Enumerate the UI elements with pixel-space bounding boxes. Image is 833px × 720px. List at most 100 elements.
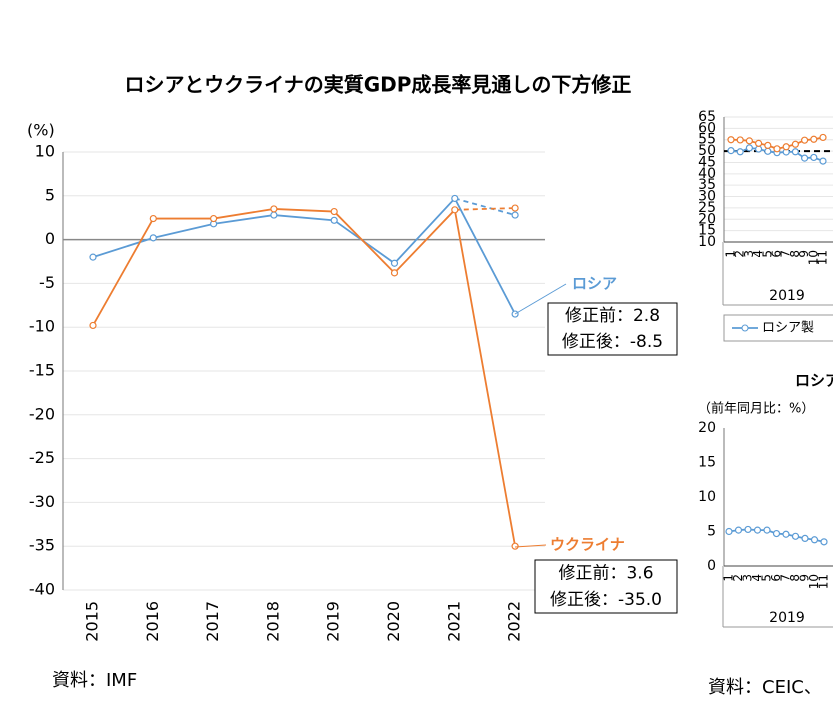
x-tick-label: 5 — [760, 574, 774, 582]
x-tick-label: 2 — [733, 250, 747, 258]
annotation-text: 修正前：3.6 — [558, 563, 653, 583]
series-label: ロシア — [572, 275, 617, 293]
marker — [390, 269, 399, 277]
marker — [801, 534, 809, 543]
marker — [764, 147, 772, 155]
y-tick-label: 50 — [698, 143, 716, 159]
x-tick-label: 1 — [724, 250, 738, 258]
marker — [89, 253, 97, 261]
marker — [782, 143, 790, 151]
marker — [725, 527, 733, 536]
marker — [791, 532, 800, 540]
marker — [764, 141, 772, 150]
source: 資料：IMF — [52, 670, 137, 691]
y-tick-label: 10 — [35, 142, 55, 161]
marker — [270, 211, 278, 219]
y-tick-label: -30 — [29, 492, 55, 511]
y-axis-unit: (%) — [27, 121, 55, 140]
series-label: ウクライナ — [550, 536, 625, 554]
marker — [736, 136, 744, 144]
y-tick-label: -35 — [29, 536, 55, 555]
y-tick-label: -5 — [39, 273, 55, 292]
marker — [734, 526, 743, 534]
y-tick-label: -40 — [29, 580, 55, 599]
y-tick-label: 60 — [698, 120, 716, 136]
marker — [451, 206, 459, 214]
legend-marker — [741, 324, 749, 332]
marker — [763, 526, 771, 534]
marker — [270, 205, 278, 213]
y-tick-label: 20 — [698, 420, 716, 436]
forecast-marker — [511, 211, 519, 219]
chart-title: ロシア — [795, 372, 833, 390]
marker — [772, 529, 781, 538]
marker — [727, 147, 735, 155]
annotation-text: 修正前：2.8 — [565, 306, 660, 326]
y-tick-label: 10 — [698, 489, 716, 505]
y-tick-label: -10 — [29, 317, 55, 336]
legend-label: ロシア製 — [762, 321, 814, 336]
marker — [745, 144, 754, 152]
x-tick-label: 10 — [806, 250, 820, 265]
x-tick-label: 5 — [760, 250, 774, 258]
annotation-box — [534, 559, 678, 614]
marker — [810, 153, 818, 162]
marker — [800, 154, 809, 162]
marker — [820, 538, 828, 546]
y-tick-label: 35 — [698, 177, 716, 193]
x-tick-label: 3 — [742, 250, 756, 258]
marker — [819, 157, 827, 165]
leader-line — [514, 283, 567, 315]
annotation-box — [547, 302, 678, 356]
y-tick-label: 0 — [707, 558, 716, 574]
y-tick-label: 10 — [698, 234, 716, 250]
annotation-text: 修正後：-35.0 — [550, 590, 662, 610]
x-tick-label: 1 — [722, 574, 736, 582]
marker — [451, 194, 459, 203]
forecast-line — [454, 197, 516, 216]
marker — [330, 207, 338, 216]
chart-title: ロシアとウクライナの実質GDP成長率見通しの下方修正 — [125, 73, 632, 97]
x-tick-label: 2 — [731, 574, 745, 582]
marker — [800, 136, 809, 144]
source: 資料：CEIC、 — [708, 677, 822, 698]
y-tick-label: 30 — [698, 189, 716, 205]
legend-box — [723, 314, 833, 342]
y-tick-label: 65 — [698, 109, 716, 125]
marker — [754, 139, 763, 147]
annotation-text: 修正後：-8.5 — [562, 332, 663, 352]
leader-line — [514, 544, 547, 548]
y-tick-label: -15 — [29, 361, 55, 380]
x-tick-label: 4 — [750, 574, 764, 582]
marker — [782, 530, 790, 538]
x-tick-label: 6 — [769, 574, 783, 582]
marker — [810, 135, 818, 143]
x-tick-label: 11 — [817, 574, 831, 589]
y-tick-label: 40 — [698, 166, 716, 182]
y-tick-label: 45 — [698, 154, 716, 170]
x-tick-label: 10 — [807, 574, 821, 589]
x-tick-label: 2015 — [83, 601, 102, 642]
series-line — [92, 196, 516, 315]
y-tick-label: 5 — [707, 524, 716, 540]
y-tick-label: 0 — [45, 229, 55, 248]
series-line — [92, 207, 516, 547]
x-tick-label: 3 — [741, 574, 755, 582]
marker — [753, 526, 762, 534]
x-tick-label: 2017 — [203, 601, 222, 642]
x-tick-label: 9 — [797, 250, 811, 258]
marker — [149, 234, 157, 242]
marker — [745, 137, 754, 145]
marker — [149, 214, 157, 223]
x-tick-label: 7 — [779, 574, 793, 582]
x-tick-label: 9 — [798, 574, 812, 582]
marker — [330, 216, 338, 224]
y-tick-label: 25 — [698, 200, 716, 216]
marker — [791, 140, 800, 148]
forecast-line — [454, 207, 516, 211]
x-tick-label: 2021 — [444, 601, 463, 642]
marker — [773, 145, 781, 153]
marker — [89, 321, 97, 330]
x-tick-label: 4 — [751, 250, 765, 258]
